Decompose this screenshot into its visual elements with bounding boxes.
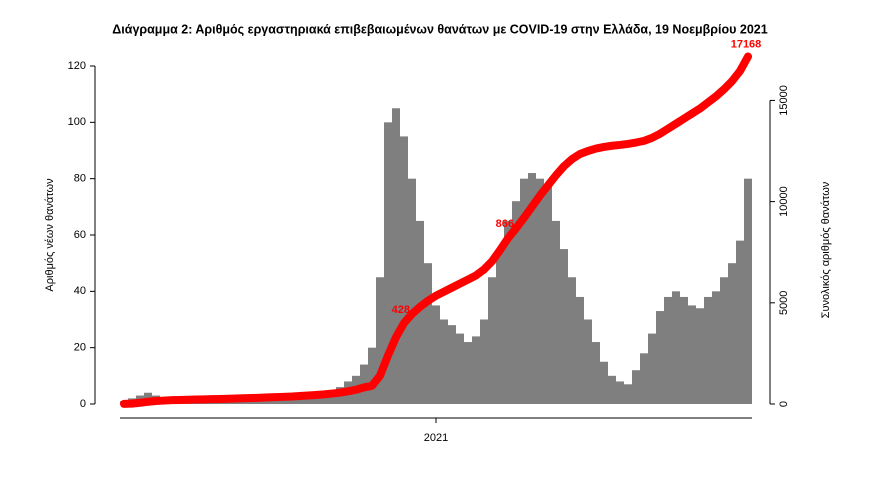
bar: [400, 136, 408, 404]
bar: [672, 291, 680, 404]
bar: [472, 336, 480, 404]
bar: [576, 296, 584, 404]
bar: [720, 277, 728, 404]
annotation: 866: [496, 218, 514, 230]
bar: [480, 319, 488, 404]
bar: [368, 347, 376, 404]
bar: [496, 249, 504, 404]
bar: [408, 178, 416, 404]
bar: [232, 401, 240, 404]
chart-title: Διάγραμμα 2: Αριθμός εργαστηριακά επιβεβ…: [112, 22, 767, 36]
bar: [424, 263, 432, 404]
annotation: 17168: [731, 38, 762, 50]
bar: [504, 220, 512, 404]
y-tick-label: 0: [80, 398, 86, 410]
bar: [464, 342, 472, 404]
y2-axis-title: Συνολικός αριθμός θανάτων: [820, 181, 832, 318]
bar: [384, 122, 392, 404]
bar: [656, 311, 664, 404]
y-tick-label: 100: [68, 116, 86, 128]
bar: [456, 333, 464, 404]
bar: [552, 220, 560, 404]
bar: [600, 361, 608, 404]
bar: [448, 325, 456, 404]
bar: [440, 319, 448, 404]
y-tick-label: 40: [74, 285, 86, 297]
bar: [584, 319, 592, 404]
cumulative-line: [120, 52, 752, 408]
y-tick-label: 20: [74, 342, 86, 354]
bar: [704, 296, 712, 404]
bar: [680, 296, 688, 404]
bar: [488, 277, 496, 404]
y-tick-label: 120: [68, 60, 86, 72]
bar: [520, 178, 528, 404]
bar: [608, 375, 616, 404]
bar: [664, 296, 672, 404]
y-axis-title: Αριθμός νέων θανάτων: [44, 178, 56, 292]
x-tick-label: 2021: [424, 432, 448, 444]
bar: [528, 173, 536, 404]
y2-tick-label: 10000: [778, 186, 790, 217]
bar: [736, 240, 744, 404]
bar: [512, 201, 520, 404]
y2-tick-label: 0: [778, 401, 790, 407]
bar: [744, 178, 752, 404]
bar: [544, 184, 552, 404]
bar: [272, 398, 280, 404]
bar: [288, 398, 296, 404]
bar: [632, 370, 640, 404]
bar: [304, 395, 312, 404]
bar: [688, 305, 696, 404]
bar: [624, 384, 632, 404]
bar: [592, 342, 600, 404]
bar: [560, 249, 568, 404]
bar: [712, 291, 720, 404]
bar: [648, 333, 656, 404]
y2-tick-label: 5000: [778, 291, 790, 315]
bar: [616, 381, 624, 404]
bar: [312, 395, 320, 404]
bar: [416, 220, 424, 404]
y-tick-label: 80: [74, 173, 86, 185]
annotation: 428: [392, 304, 410, 316]
bar: [376, 277, 384, 404]
y2-tick-label: 15000: [778, 85, 790, 116]
bar: [640, 353, 648, 404]
bar: [568, 277, 576, 404]
bar: [432, 305, 440, 404]
bar: [728, 263, 736, 404]
bar: [248, 401, 256, 404]
bar: [392, 108, 400, 404]
bar: [280, 398, 288, 404]
y-tick-label: 60: [74, 229, 86, 241]
bar: [536, 178, 544, 404]
bar: [696, 308, 704, 404]
